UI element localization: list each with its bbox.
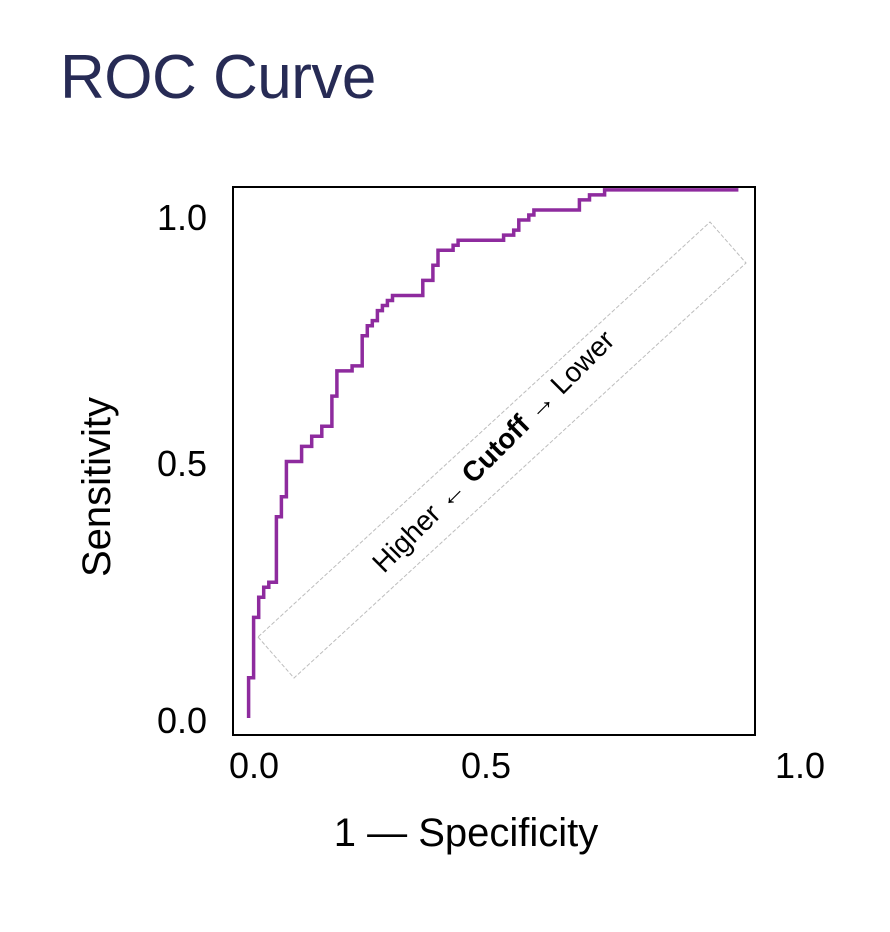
x-axis-label: 1 — Specificity xyxy=(334,811,599,855)
x-tick-label: 0.5 xyxy=(461,745,511,786)
x-tick-label: 0.0 xyxy=(229,745,279,786)
y-tick-label: 0.0 xyxy=(157,700,207,741)
y-tick-label: 1.0 xyxy=(157,197,207,238)
x-tick-label: 1.0 xyxy=(775,745,825,786)
roc-curve-line xyxy=(246,188,739,718)
y-tick-label: 0.5 xyxy=(157,443,207,484)
plot-frame xyxy=(232,186,756,736)
page-title: ROC Curve xyxy=(60,43,376,112)
cutoff-annotation: Higher ← Cutoff → Lower xyxy=(366,324,620,578)
cutoff-annotation-box xyxy=(257,221,747,679)
cutoff-annotation-right: → Lower xyxy=(514,324,621,431)
y-axis-label: Sensitivity xyxy=(75,397,119,577)
